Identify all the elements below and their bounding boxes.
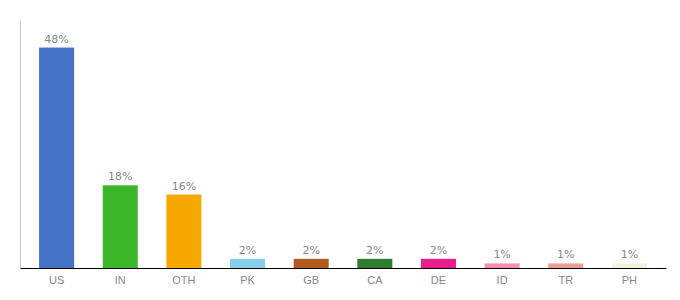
data-label: 48% [44, 33, 68, 46]
x-tick: GB [303, 274, 319, 286]
x-tick: OTH [172, 274, 195, 286]
plot: US IN OTH PK GB CA DE ID TR PH 48% 18% 16% 2% 2% 2% 2% 1%… [21, 21, 667, 286]
x-axis-line [21, 268, 667, 269]
x-tick-label: DE [431, 274, 446, 286]
bar [230, 259, 265, 268]
bar [103, 185, 138, 268]
x-tick-label: ID [497, 274, 508, 286]
x-tick: TR [558, 274, 573, 286]
x-tick: CA [367, 274, 383, 286]
x-tick-label: US [49, 274, 64, 286]
y-axis [20, 21, 21, 269]
bar [421, 259, 456, 268]
bar [294, 259, 329, 268]
bar [166, 195, 201, 268]
data-label: 2% [366, 244, 383, 257]
x-tick-label: OTH [172, 274, 195, 286]
data-labels: 48% 18% 16% 2% 2% 2% 2% 1% 1% 1% [44, 33, 638, 262]
x-tick-label: IN [115, 274, 126, 286]
chart: US IN OTH PK GB CA DE ID TR PH 48% 18% 16% 2% 2% 2% 2% 1%… [0, 0, 680, 300]
x-tick: US [49, 274, 64, 286]
bar [485, 263, 520, 268]
data-label: 1% [493, 248, 510, 261]
x-tick-label: PK [240, 274, 255, 286]
x-tick: PK [240, 274, 255, 286]
data-label: 2% [239, 244, 256, 257]
data-label: 18% [108, 170, 132, 183]
x-tick: IN [115, 274, 126, 286]
x-tick: PH [622, 274, 637, 286]
bars [39, 48, 647, 268]
x-tick-label: GB [303, 274, 319, 286]
bar [548, 263, 583, 268]
data-label: 1% [621, 248, 638, 261]
bar [357, 259, 392, 268]
data-label: 2% [302, 244, 319, 257]
data-label: 2% [430, 244, 447, 257]
x-tick: ID [497, 274, 508, 286]
x-tick-label: CA [367, 274, 383, 286]
data-label: 1% [557, 248, 574, 261]
bar [612, 263, 647, 268]
bar [39, 48, 74, 268]
x-tick-label: TR [558, 274, 573, 286]
x-tick: DE [431, 274, 446, 286]
x-tick-label: PH [622, 274, 637, 286]
data-label: 16% [172, 180, 196, 193]
y-axis-line [20, 21, 21, 269]
x-axis: US IN OTH PK GB CA DE ID TR PH [21, 269, 667, 286]
